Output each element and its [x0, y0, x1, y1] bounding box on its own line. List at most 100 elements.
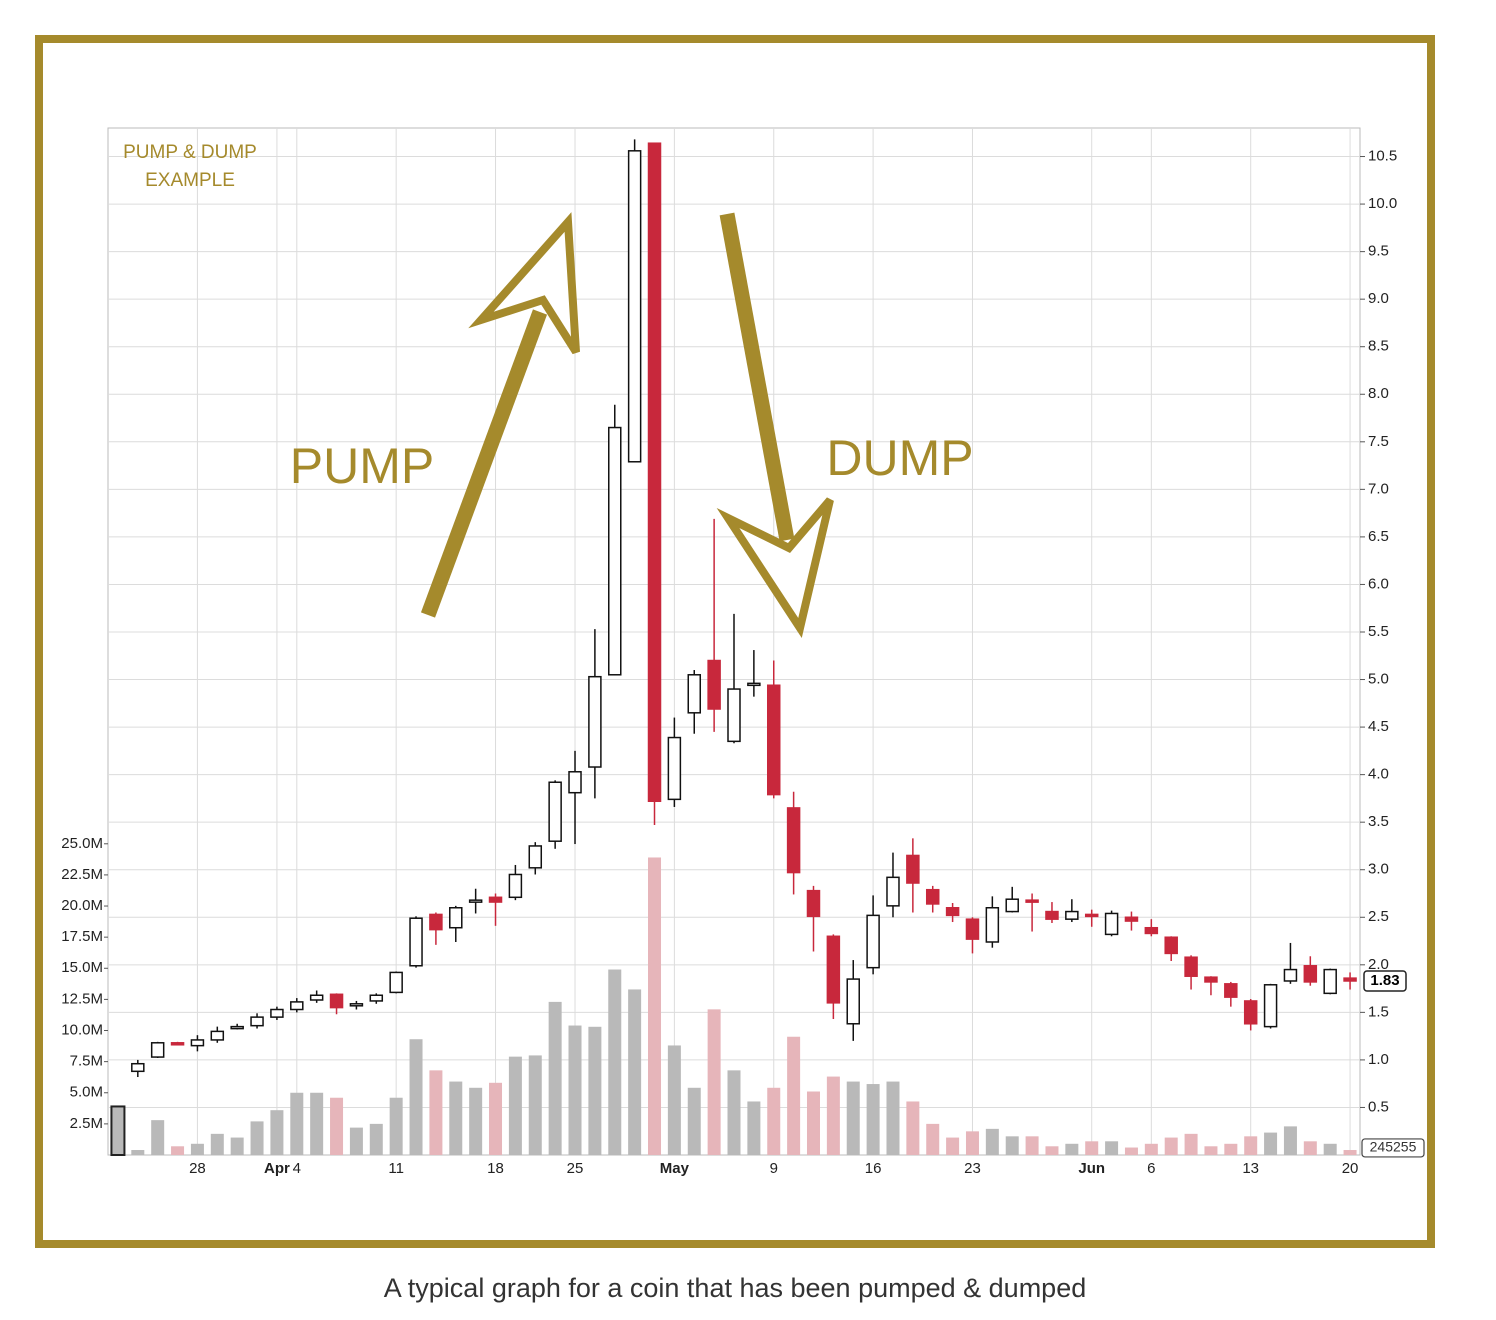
- candle-body: [1084, 913, 1099, 918]
- y-tick-label: 1.5: [1368, 1003, 1389, 1020]
- y-tick-label: 8.5: [1368, 338, 1389, 355]
- candle-body: [667, 736, 682, 801]
- candle-body: [945, 907, 960, 917]
- volume-bar: [667, 1045, 681, 1155]
- volume-bar: [1224, 1143, 1238, 1155]
- volume-bar: [588, 1026, 602, 1155]
- candle-body: [270, 1008, 284, 1018]
- volume-bar: [926, 1123, 940, 1155]
- volume-bar: [1283, 1126, 1297, 1155]
- volume-bar: [707, 1009, 721, 1155]
- candle-body: [1283, 968, 1298, 982]
- y-tick-label: 3.0: [1368, 861, 1389, 878]
- candle-body: [1243, 1000, 1258, 1025]
- volume-bar: [151, 1120, 165, 1155]
- x-tick-label: May: [660, 1160, 690, 1177]
- candle-body: [429, 913, 443, 931]
- y-tick-label: 6.5: [1368, 528, 1389, 545]
- y-tick-label: 2.0: [1368, 956, 1389, 973]
- candle-body: [687, 674, 702, 714]
- volume-bar: [1244, 1136, 1258, 1155]
- candle-body: [846, 978, 860, 1025]
- y-tick-label: 3.5: [1368, 813, 1389, 830]
- volume-bar: [270, 1110, 284, 1155]
- y-tick-label: 7.5: [1368, 433, 1389, 450]
- annotation: DUMP: [826, 430, 973, 486]
- x-tick-label: 6: [1147, 1160, 1155, 1177]
- candle-body: [886, 876, 900, 907]
- volume-bar: [1323, 1143, 1337, 1155]
- y-tick-label: 0.5: [1368, 1098, 1389, 1115]
- y-tick-label: 5.0: [1368, 671, 1389, 688]
- volume-bar: [290, 1092, 304, 1155]
- volume-bar: [369, 1123, 383, 1155]
- candle-body: [727, 688, 741, 743]
- candle-body: [409, 917, 423, 967]
- y-tick-label: 10.0: [1368, 195, 1397, 212]
- volume-bar: [449, 1081, 463, 1155]
- candle-body: [210, 1030, 225, 1041]
- volume-bar: [429, 1070, 443, 1155]
- volume-bar: [310, 1092, 324, 1155]
- last-volume-box: [1361, 1138, 1425, 1158]
- candle-body: [568, 771, 582, 794]
- volume-bar: [469, 1087, 483, 1155]
- volume-tick-label: 22.5M: [61, 866, 103, 883]
- volume-bar: [1164, 1137, 1178, 1155]
- candle-layer: [131, 139, 1357, 1078]
- x-tick-label: 13: [1242, 1160, 1259, 1177]
- arrow-head: [468, 212, 580, 355]
- volume-bar: [528, 1055, 542, 1155]
- chart-title: EXAMPLE: [145, 170, 235, 191]
- volume-bar: [687, 1087, 701, 1155]
- x-tick-label: 18: [487, 1160, 504, 1177]
- volume-layer: [110, 857, 1357, 1157]
- x-tick-label: Apr: [264, 1160, 290, 1177]
- candle-body: [329, 993, 344, 1009]
- candle-body: [925, 888, 940, 905]
- volume-tick-label: 5.0M: [70, 1084, 103, 1101]
- y-tick-label: 9.5: [1368, 243, 1389, 260]
- y-tick-label: 9.0: [1368, 290, 1389, 307]
- candle-body: [1184, 956, 1198, 977]
- candle-body: [230, 1025, 244, 1030]
- volume-bar: [1105, 1141, 1119, 1155]
- volume-bar: [110, 1105, 126, 1157]
- candle-body: [1124, 916, 1139, 922]
- x-tick-label: 25: [567, 1160, 584, 1177]
- y-tick-label: 10.5: [1368, 147, 1397, 164]
- candle-body: [488, 896, 503, 903]
- candle-body: [1164, 936, 1178, 955]
- volume-bar: [1025, 1136, 1039, 1155]
- candle-body: [985, 907, 1000, 943]
- volume-bar: [628, 989, 642, 1155]
- y-tick-label: 6.0: [1368, 575, 1389, 592]
- x-tick-label: Jun: [1078, 1160, 1105, 1177]
- volume-tick-label: 2.5M: [70, 1115, 103, 1132]
- volume-bar: [787, 1036, 801, 1155]
- candle-body: [548, 781, 562, 842]
- x-tick-label: 11: [388, 1160, 404, 1177]
- candle-body: [766, 684, 781, 796]
- volume-bar: [250, 1121, 264, 1155]
- candle-body: [309, 994, 324, 1001]
- candle-body: [1005, 898, 1019, 913]
- volume-bar: [608, 969, 622, 1155]
- candle-body: [190, 1039, 205, 1047]
- y-tick-label: 4.5: [1368, 718, 1389, 735]
- y-tick-label: 8.0: [1368, 385, 1389, 402]
- candle-body: [707, 659, 721, 710]
- volume-tick-label: 10.0M: [61, 1021, 103, 1038]
- candle-body: [349, 1003, 364, 1007]
- volume-tick-label: 7.5M: [70, 1053, 103, 1070]
- volume-bar: [1005, 1136, 1019, 1155]
- volume-bar: [1204, 1146, 1218, 1155]
- volume-bar: [1085, 1141, 1099, 1155]
- volume-bar: [1264, 1132, 1278, 1155]
- last-price-label: 1.83: [1370, 972, 1399, 989]
- x-tick-label: 23: [964, 1160, 981, 1177]
- y-tick-label: 2.5: [1368, 908, 1389, 925]
- candle-body: [1104, 912, 1119, 936]
- candle-body: [290, 1001, 304, 1011]
